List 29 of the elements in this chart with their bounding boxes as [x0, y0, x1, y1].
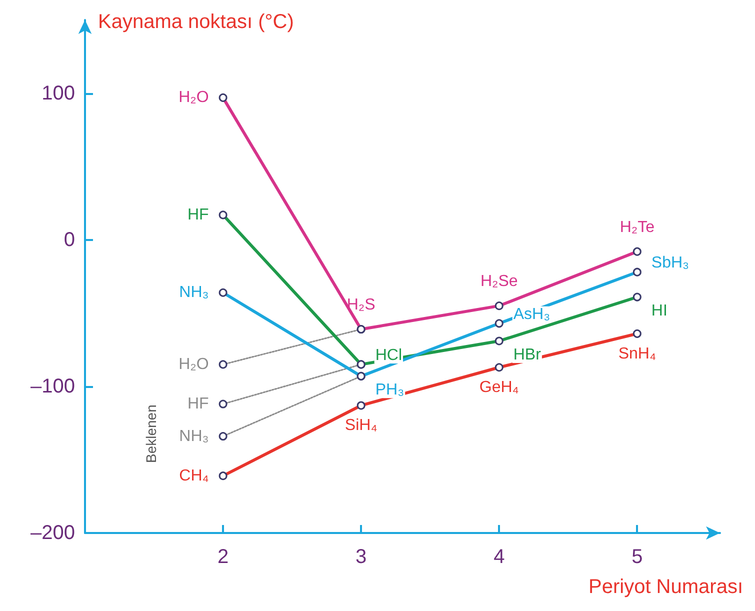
x-tick-label: 2 [217, 546, 229, 568]
x-tick-label: 4 [494, 546, 505, 568]
y-axis-title: Kaynama noktası (°C) [98, 11, 294, 33]
data-label: SiH₄ [344, 417, 378, 434]
data-label: HF [187, 206, 210, 224]
data-label: H₂O [178, 356, 209, 373]
data-label: HBr [513, 346, 542, 364]
data-label: H₂Te [620, 218, 655, 236]
x-tick-label: 5 [632, 546, 643, 568]
x-axis-title: Periyot Numarası [588, 576, 744, 598]
data-label: NH₃ [179, 284, 209, 302]
data-label: HCl [375, 346, 402, 364]
data-label: HI [651, 302, 668, 320]
data-label: GeH₄ [479, 379, 519, 396]
data-label: SbH₃ [651, 254, 690, 272]
y-tick-label: 0 [64, 228, 75, 251]
data-label: PH₃ [375, 382, 404, 399]
y-tick-label: –200 [30, 522, 75, 544]
y-tick-label: 100 [42, 82, 75, 104]
data-label: CH₄ [179, 467, 209, 484]
data-label: AsH₃ [513, 306, 550, 323]
data-label: H₂O [178, 89, 209, 106]
data-label: SnH₄ [618, 345, 656, 362]
annotation: Beklenen [143, 404, 159, 463]
x-tick-label: 3 [356, 546, 367, 568]
data-label: HF [187, 396, 210, 413]
data-label: NH₃ [179, 428, 209, 445]
y-tick-label: –100 [30, 375, 75, 398]
data-label: H₂Se [480, 273, 518, 290]
